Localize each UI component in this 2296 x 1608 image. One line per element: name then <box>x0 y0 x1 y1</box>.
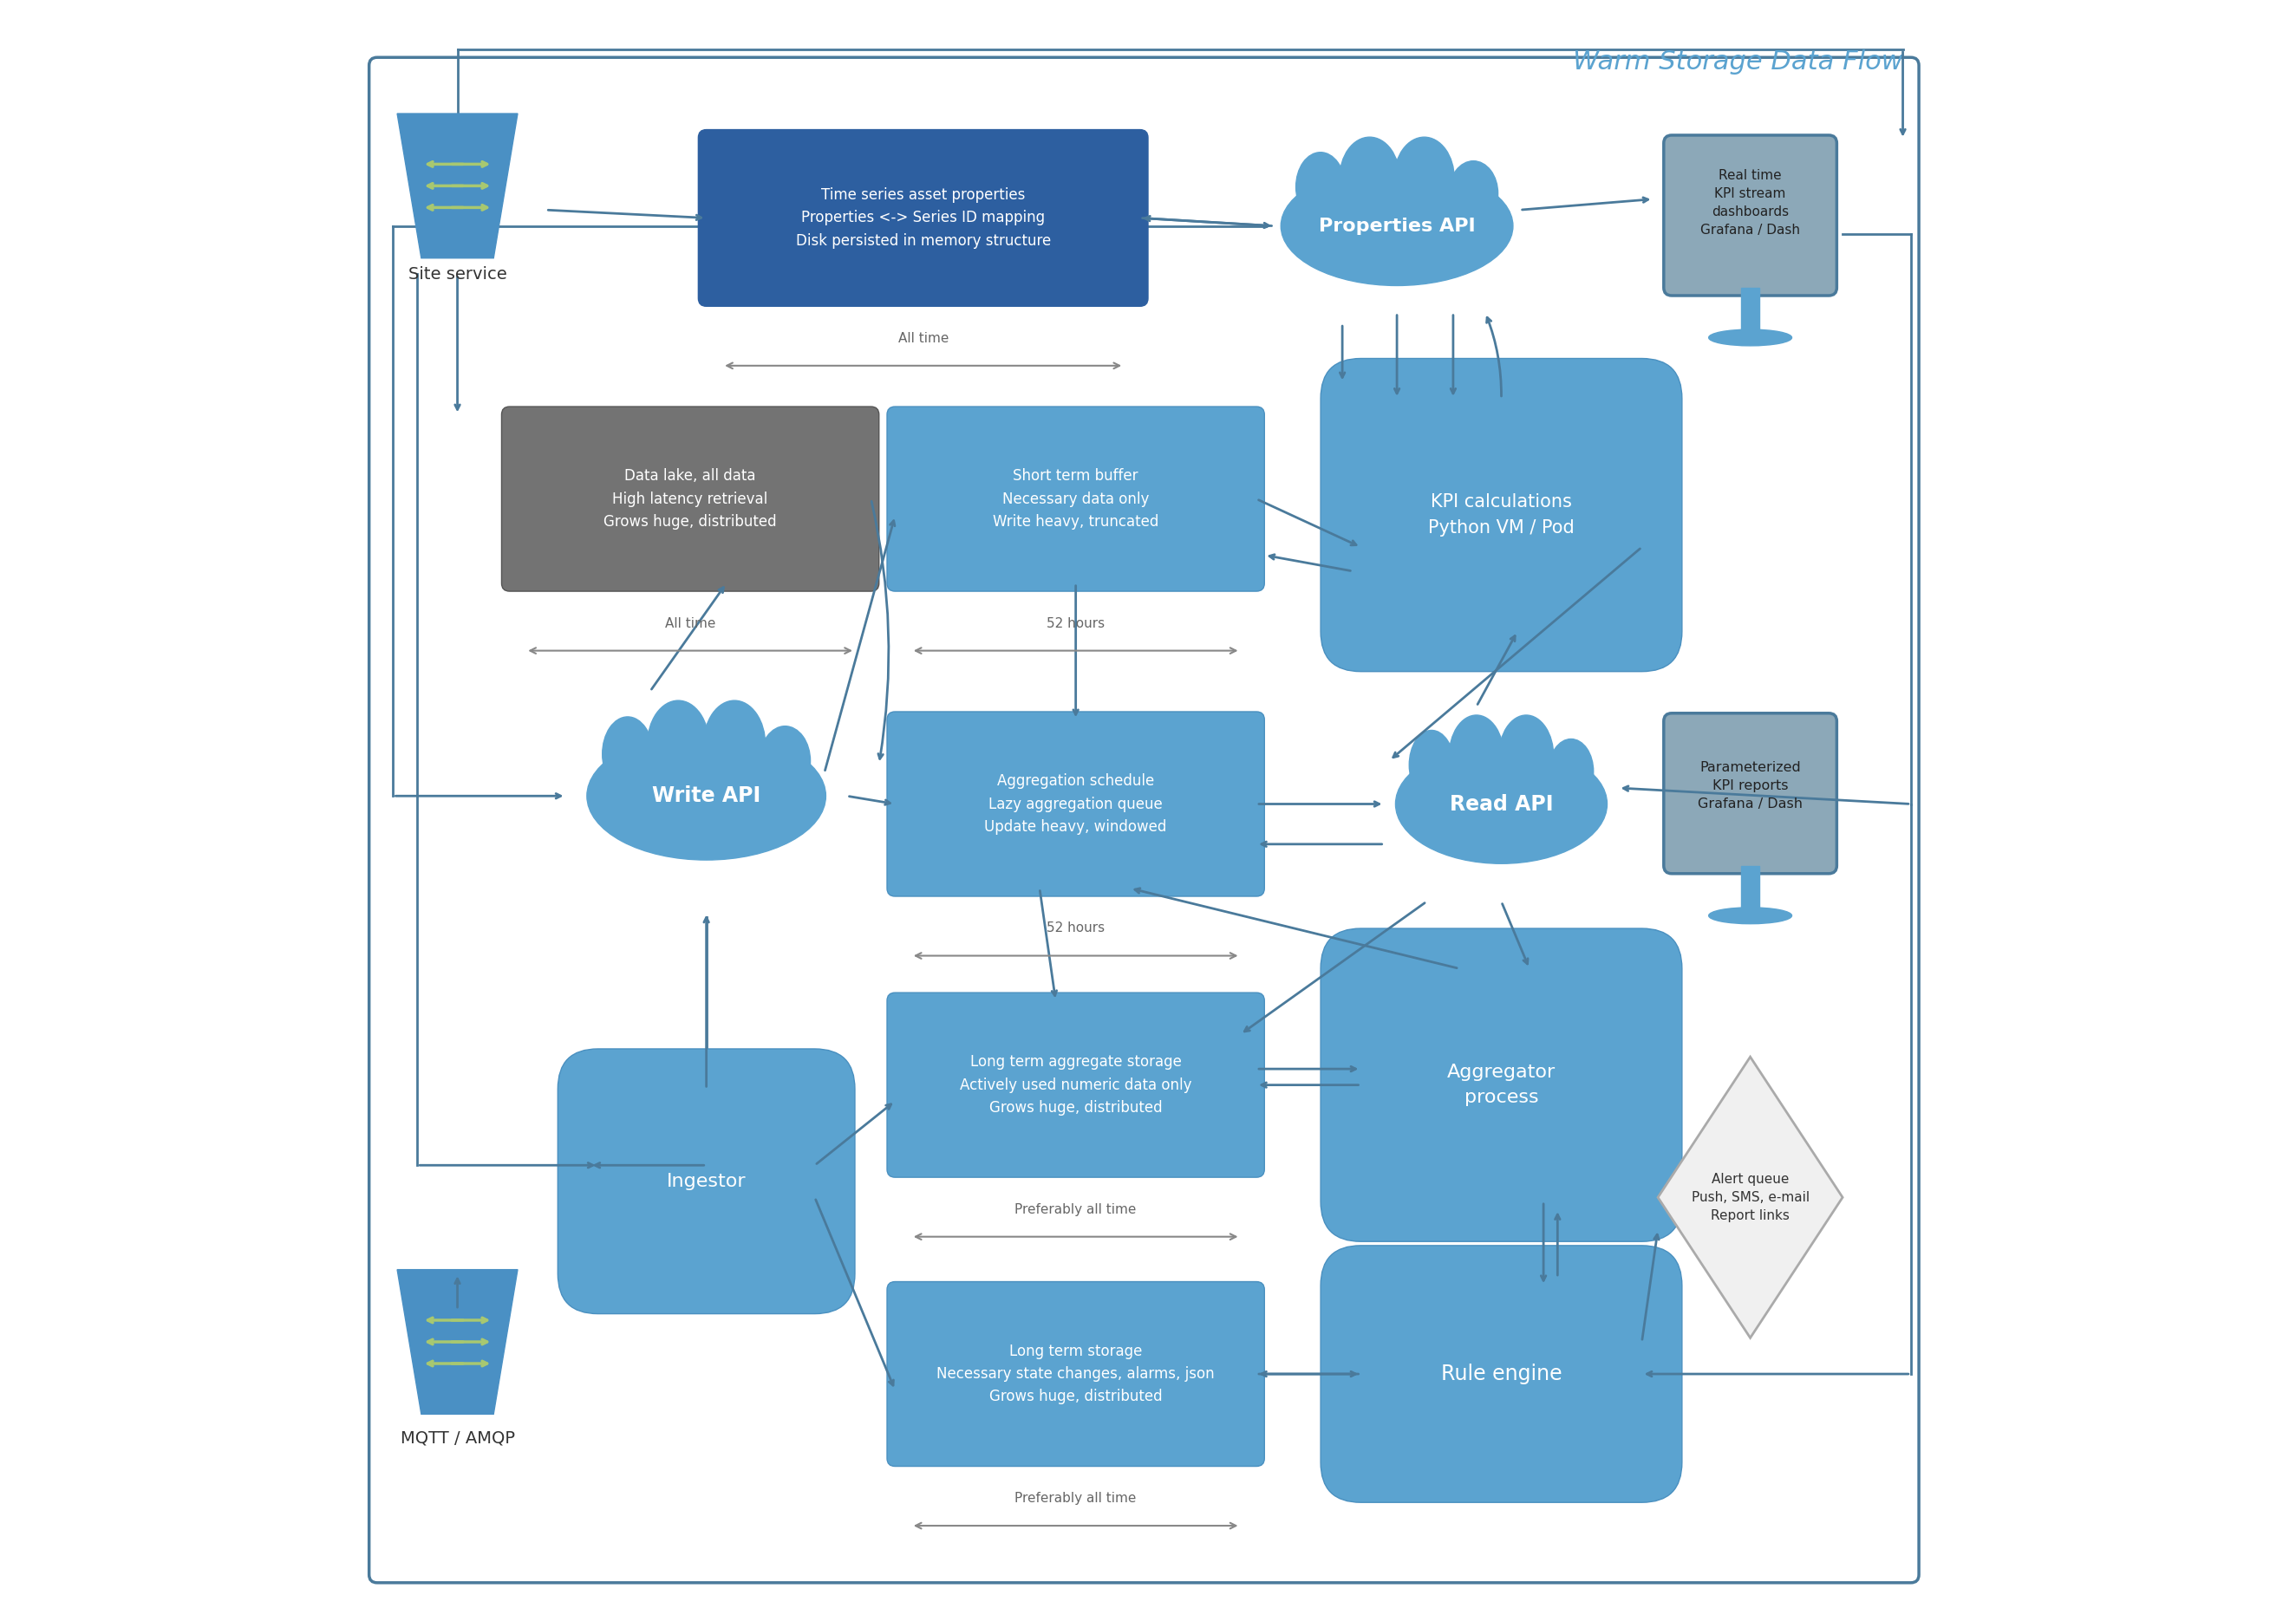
Ellipse shape <box>1281 166 1513 286</box>
Text: Alert queue
Push, SMS, e-mail
Report links: Alert queue Push, SMS, e-mail Report lin… <box>1692 1172 1809 1222</box>
Text: 52 hours: 52 hours <box>1047 617 1104 630</box>
Ellipse shape <box>1499 716 1554 798</box>
Text: Aggregator
process: Aggregator process <box>1446 1063 1557 1106</box>
FancyBboxPatch shape <box>886 407 1265 592</box>
Text: Warm Storage Data Flow: Warm Storage Data Flow <box>1573 50 1903 74</box>
Text: Data lake, all data
High latency retrieval
Grows huge, distributed: Data lake, all data High latency retriev… <box>604 468 776 529</box>
FancyBboxPatch shape <box>886 1282 1265 1466</box>
Ellipse shape <box>1295 153 1345 222</box>
Ellipse shape <box>1396 745 1607 863</box>
Text: Rule engine: Rule engine <box>1442 1364 1561 1384</box>
Text: Site service: Site service <box>409 267 507 283</box>
Ellipse shape <box>1548 740 1593 804</box>
FancyBboxPatch shape <box>1320 359 1683 672</box>
Ellipse shape <box>703 701 765 790</box>
Text: MQTT / AMQP: MQTT / AMQP <box>400 1430 514 1447</box>
FancyBboxPatch shape <box>1665 135 1837 296</box>
Ellipse shape <box>1449 716 1504 798</box>
FancyBboxPatch shape <box>558 1048 854 1314</box>
Ellipse shape <box>602 717 652 791</box>
Ellipse shape <box>1410 730 1453 799</box>
FancyBboxPatch shape <box>1320 1246 1683 1502</box>
Text: Properties API: Properties API <box>1318 217 1476 235</box>
Ellipse shape <box>647 701 709 790</box>
Text: Real time
KPI stream
dashboards
Grafana / Dash: Real time KPI stream dashboards Grafana … <box>1701 169 1800 236</box>
FancyBboxPatch shape <box>501 407 879 592</box>
Ellipse shape <box>1708 330 1791 346</box>
Polygon shape <box>1740 865 1759 907</box>
Text: Long term aggregate storage
Actively used numeric data only
Grows huge, distribu: Long term aggregate storage Actively use… <box>960 1055 1192 1116</box>
Ellipse shape <box>760 727 810 796</box>
Text: Write API: Write API <box>652 786 760 806</box>
Text: All time: All time <box>666 617 716 630</box>
FancyBboxPatch shape <box>1320 928 1683 1241</box>
Text: Long term storage
Necessary state changes, alarms, json
Grows huge, distributed: Long term storage Necessary state change… <box>937 1343 1215 1405</box>
Text: 52 hours: 52 hours <box>1047 921 1104 934</box>
Ellipse shape <box>1394 137 1453 219</box>
Ellipse shape <box>1339 137 1401 219</box>
Polygon shape <box>1658 1056 1844 1338</box>
FancyBboxPatch shape <box>886 992 1265 1177</box>
Polygon shape <box>397 114 517 259</box>
Text: Short term buffer
Necessary data only
Write heavy, truncated: Short term buffer Necessary data only Wr… <box>992 468 1159 529</box>
Text: Ingestor: Ingestor <box>666 1172 746 1190</box>
Text: Parameterized
KPI reports
Grafana / Dash: Parameterized KPI reports Grafana / Dash <box>1697 761 1802 810</box>
Text: Preferably all time: Preferably all time <box>1015 1492 1137 1505</box>
Ellipse shape <box>1708 907 1791 923</box>
Ellipse shape <box>1449 161 1497 227</box>
Text: Aggregation schedule
Lazy aggregation queue
Update heavy, windowed: Aggregation schedule Lazy aggregation qu… <box>985 773 1166 835</box>
Text: Time series asset properties
Properties <-> Series ID mapping
Disk persisted in : Time series asset properties Properties … <box>797 187 1052 249</box>
FancyBboxPatch shape <box>1665 714 1837 873</box>
Text: Read API: Read API <box>1449 794 1552 814</box>
Text: Preferably all time: Preferably all time <box>1015 1203 1137 1216</box>
FancyBboxPatch shape <box>886 712 1265 896</box>
Text: All time: All time <box>898 331 948 344</box>
Ellipse shape <box>588 732 827 860</box>
Polygon shape <box>397 1270 517 1413</box>
Polygon shape <box>1740 288 1759 330</box>
FancyBboxPatch shape <box>698 130 1148 306</box>
Text: KPI calculations
Python VM / Pod: KPI calculations Python VM / Pod <box>1428 494 1575 537</box>
